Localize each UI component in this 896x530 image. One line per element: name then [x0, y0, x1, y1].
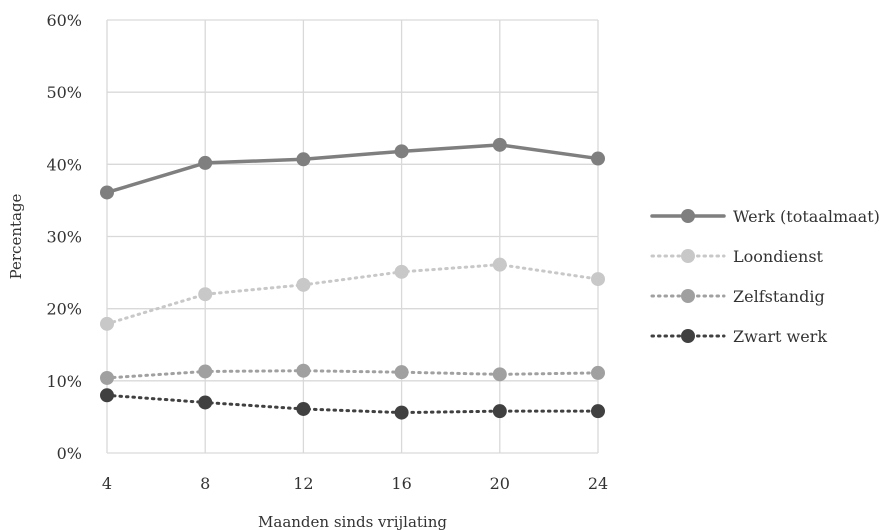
legend-label: Zwart werk — [733, 327, 827, 346]
data-point — [296, 363, 311, 378]
y-tick-label: 10% — [46, 372, 82, 391]
data-point — [394, 144, 409, 159]
y-axis-title: Percentage — [7, 193, 25, 279]
y-axis-ticks: 0% 10% 20% 30% 40% 50% 60% — [46, 11, 82, 463]
series-line — [105, 143, 600, 195]
data-point — [198, 395, 213, 410]
x-tick-label: 16 — [391, 474, 411, 493]
data-point — [100, 185, 114, 200]
data-point — [492, 137, 507, 152]
data-point — [296, 401, 311, 416]
legend-item: Zelfstandig — [650, 287, 825, 306]
series — [100, 137, 605, 420]
data-point — [198, 364, 213, 379]
legend-label: Loondienst — [733, 247, 824, 266]
legend-label: Zelfstandig — [733, 287, 825, 306]
data-point — [100, 388, 114, 403]
x-axis-ticks: 4 8 12 16 20 24 — [102, 474, 608, 493]
series-line — [105, 369, 600, 380]
series-0 — [100, 137, 605, 200]
data-point — [100, 316, 114, 331]
data-point — [296, 277, 311, 292]
series-1 — [100, 257, 605, 331]
legend-marker — [681, 329, 695, 343]
series-line — [105, 263, 600, 326]
data-point — [394, 405, 409, 420]
data-point — [492, 367, 507, 382]
y-tick-label: 0% — [57, 444, 82, 463]
legend-item: Werk (totaalmaat) — [650, 207, 880, 226]
data-point — [394, 365, 409, 380]
grid — [106, 19, 599, 454]
legend-item: Loondienst — [650, 247, 824, 266]
legend-item: Zwart werk — [650, 327, 827, 346]
x-tick-label: 20 — [490, 474, 510, 493]
data-point — [198, 287, 213, 302]
data-point — [100, 370, 114, 385]
data-point — [394, 264, 409, 279]
x-tick-label: 4 — [102, 474, 112, 493]
legend: Werk (totaalmaat) Loondienst Zelfstandig Zw… — [650, 207, 880, 346]
data-point — [492, 404, 507, 419]
data-point — [296, 152, 311, 167]
y-tick-label: 40% — [46, 155, 82, 174]
y-tick-label: 20% — [46, 300, 82, 319]
series-3 — [100, 388, 605, 420]
x-tick-label: 8 — [200, 474, 210, 493]
data-point — [198, 155, 213, 170]
x-axis-title: Maanden sinds vrijlating — [258, 513, 447, 530]
y-tick-label: 50% — [46, 83, 82, 102]
data-point — [492, 257, 507, 272]
y-tick-label: 60% — [46, 11, 82, 30]
legend-marker — [681, 209, 695, 223]
series-2 — [100, 363, 605, 385]
legend-marker — [681, 249, 695, 263]
data-point — [591, 404, 605, 419]
x-tick-label: 24 — [588, 474, 608, 493]
data-point — [591, 365, 605, 380]
y-tick-label: 30% — [46, 228, 82, 247]
legend-marker — [681, 289, 695, 303]
data-point — [591, 151, 605, 166]
legend-label: Werk (totaalmaat) — [733, 207, 880, 226]
x-tick-label: 12 — [293, 474, 313, 493]
series-line — [105, 393, 600, 415]
data-point — [591, 272, 605, 287]
